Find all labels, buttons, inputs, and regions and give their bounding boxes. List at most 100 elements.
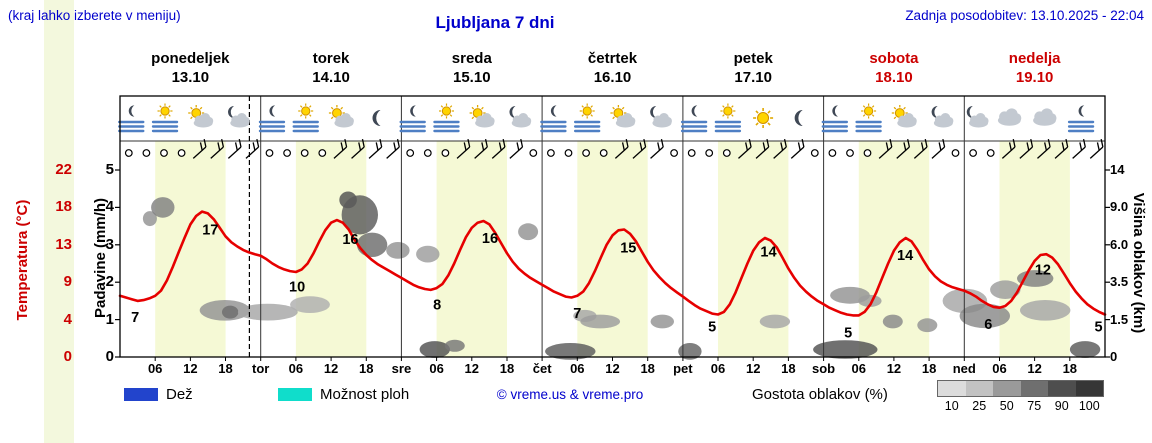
precipitation-tick: 2 <box>105 273 114 291</box>
calm-wind-icon <box>529 149 538 157</box>
svg-text:8: 8 <box>433 297 441 313</box>
calm-wind-icon <box>951 149 960 157</box>
svg-text:15: 15 <box>620 240 636 256</box>
moon-icon <box>832 105 838 117</box>
calm-wind-icon <box>142 149 151 157</box>
svg-text:14: 14 <box>897 248 913 264</box>
svg-text:17: 17 <box>202 223 218 239</box>
wind-barb-icon <box>456 138 471 159</box>
svg-text:16: 16 <box>342 232 358 248</box>
calm-wind-icon <box>582 149 590 157</box>
sun-icon <box>861 103 877 119</box>
wind-row <box>124 138 1104 159</box>
cloud-scale-number: 50 <box>999 399 1014 413</box>
moon-icon <box>550 105 557 117</box>
day-date: 17.10 <box>734 69 772 86</box>
calm-wind-icon <box>283 149 292 157</box>
wind-barb-icon <box>650 138 664 159</box>
precipitation-tick: 0 <box>105 348 114 365</box>
page-title: Ljubljana 7 dni <box>435 13 555 32</box>
svg-text:5: 5 <box>844 325 852 341</box>
cloud-scale-number: 90 <box>1054 399 1069 413</box>
hour-tick-label: 18 <box>218 361 233 376</box>
day-date: 16.10 <box>593 69 632 86</box>
cloud-density-legend-label: Gostota oblakov (%) <box>752 386 888 403</box>
day-date: 15.10 <box>453 69 491 86</box>
svg-text:12: 12 <box>1035 262 1051 278</box>
wind-barb-icon <box>210 138 225 159</box>
calm-wind-icon <box>810 149 819 157</box>
moon-icon <box>966 106 973 118</box>
cloud-icon <box>933 113 954 128</box>
moon-icon <box>410 105 416 117</box>
cloud-height-tick: 6.0 <box>1110 236 1129 252</box>
hour-tick-label: 06 <box>710 361 726 376</box>
hour-tick-label: 18 <box>921 361 937 376</box>
wind-barb-icon <box>913 138 928 159</box>
cloud-icon <box>615 113 636 128</box>
calm-wind-icon <box>318 149 327 157</box>
hour-tick-label: 12 <box>745 361 761 376</box>
wind-barb-icon <box>386 138 400 159</box>
hour-tick-label: 12 <box>183 361 198 376</box>
calm-wind-icon <box>124 149 133 157</box>
wind-barb-icon <box>1001 138 1016 159</box>
rain-legend-label: Dež <box>166 386 193 403</box>
hour-tick-label: 12 <box>464 361 480 376</box>
hour-tick-label: 06 <box>570 361 585 376</box>
day-abbrev-label: sob <box>812 361 836 376</box>
day-date: 19.10 <box>1015 69 1054 86</box>
wind-barb-icon <box>509 138 524 159</box>
temperature-tick: 0 <box>63 348 72 365</box>
wind-barb-icon <box>227 138 242 159</box>
day-name: sobota <box>869 50 919 67</box>
cloud-icon <box>652 113 672 128</box>
wind-barb-icon <box>491 138 506 159</box>
calm-wind-icon <box>599 149 608 157</box>
hour-tick-label: 18 <box>781 361 796 376</box>
day-name: četrtek <box>587 50 638 67</box>
cloud-icon <box>334 113 354 128</box>
wind-barb-icon <box>931 138 946 159</box>
fog-icon <box>151 120 179 133</box>
temperature-tick: 22 <box>55 161 72 178</box>
calm-wind-icon <box>670 149 678 157</box>
precipitation-tick: 1 <box>105 310 114 328</box>
wind-barb-icon <box>773 138 787 159</box>
moon-icon <box>1078 105 1085 117</box>
calm-wind-icon <box>265 149 274 157</box>
hour-tick-label: 06 <box>147 361 163 376</box>
calm-wind-icon <box>828 149 837 157</box>
hour-tick-label: 12 <box>886 361 902 376</box>
calm-wind-icon <box>406 149 415 157</box>
cloud-scale-cell <box>1020 381 1048 396</box>
wind-barb-icon <box>351 138 365 159</box>
cloud-icon <box>511 113 532 128</box>
fog-icon <box>399 120 426 133</box>
cloud-icon <box>997 108 1022 126</box>
fog-icon <box>821 120 849 133</box>
temperature-tick: 18 <box>55 198 72 216</box>
precipitation-tick: 5 <box>105 161 114 178</box>
calm-wind-icon <box>846 149 854 157</box>
hour-tick-label: 18 <box>1062 361 1078 376</box>
wind-barb-icon <box>614 138 629 159</box>
sun-icon <box>579 103 595 119</box>
cloud-icon <box>969 113 989 128</box>
cloud-height-tick: 1.5 <box>1110 311 1129 327</box>
wind-barb-icon <box>790 138 805 159</box>
day-date: 18.10 <box>875 69 913 86</box>
cloud-height-axis-title: Višina oblakov (km) <box>1130 192 1147 334</box>
day-abbrev-label: ned <box>952 361 976 376</box>
svg-text:16: 16 <box>482 231 498 247</box>
calm-wind-icon <box>177 149 186 157</box>
day-date: 13.10 <box>171 69 210 86</box>
showers-legend-swatch <box>278 388 312 401</box>
cloud-icon <box>193 113 214 128</box>
calm-wind-icon <box>687 149 696 157</box>
cloud-icon <box>230 113 250 128</box>
moon-icon <box>931 106 938 118</box>
cloud-scale-cell <box>1048 381 1076 396</box>
moon-icon <box>650 106 657 118</box>
wind-barb-icon <box>896 138 911 159</box>
